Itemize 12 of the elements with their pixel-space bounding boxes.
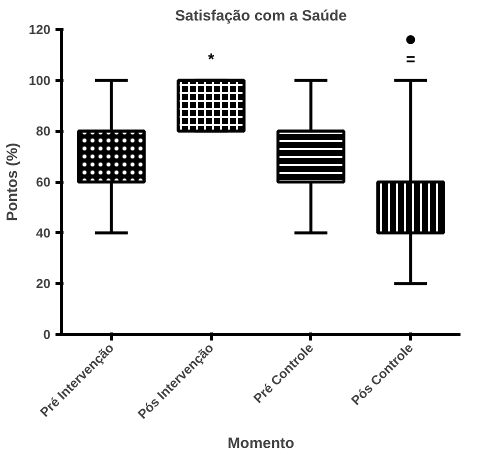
y-tick-label: 60	[36, 174, 51, 190]
annotation: =	[406, 52, 416, 68]
annotation: *	[208, 52, 216, 68]
y-tick-label: 80	[36, 124, 51, 139]
y-tick-label: 120	[28, 22, 51, 37]
chart-title: Satisfação com a Saúde	[175, 8, 347, 24]
y-tick-label: 20	[36, 276, 51, 292]
y-tick-label: 0	[43, 327, 51, 342]
y-axis-title: Pontos (%)	[4, 142, 21, 222]
y-tick-label: 100	[28, 72, 51, 88]
x-axis-title: Momento	[228, 435, 294, 452]
y-tick-label: 40	[36, 225, 51, 240]
